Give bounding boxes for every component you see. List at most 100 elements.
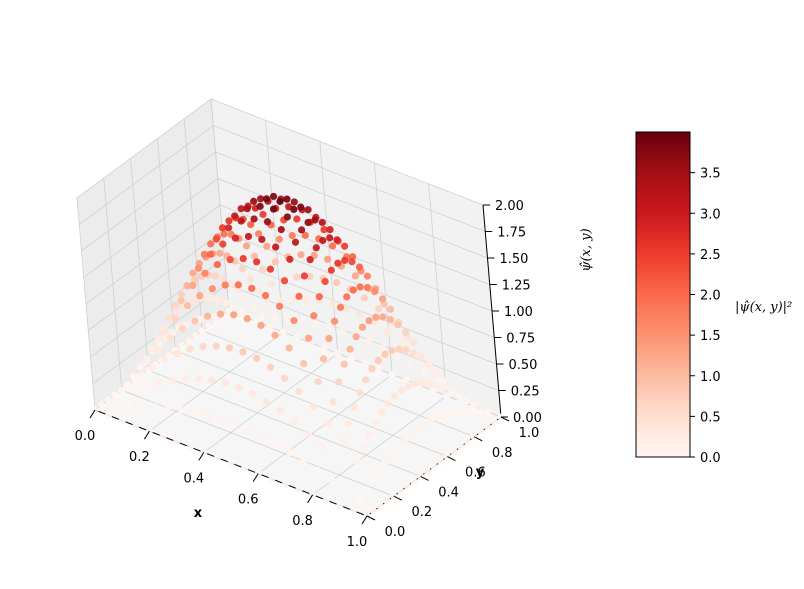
data-point — [347, 355, 355, 363]
data-point — [203, 312, 212, 320]
data-point — [216, 310, 225, 318]
colorbar-ticks: 0.0 0.5 1.0 1.5 2.0 2.5 3.0 3.5 — [690, 167, 721, 466]
colorbar-label: |ψ̂(x, y)|² — [735, 300, 792, 315]
data-point — [263, 218, 272, 226]
data-point — [266, 265, 275, 273]
data-point — [288, 231, 296, 240]
data-point — [173, 438, 181, 446]
data-point — [394, 442, 402, 451]
data-point — [169, 329, 177, 337]
data-point — [365, 337, 373, 346]
data-point — [462, 407, 470, 416]
x-tick-label: 1.0 — [347, 535, 368, 550]
data-point — [171, 314, 180, 322]
data-point — [375, 365, 383, 373]
data-point — [165, 314, 173, 322]
data-point — [329, 398, 337, 406]
data-point — [183, 281, 191, 290]
data-point — [208, 285, 216, 293]
x-tick-label: 0.0 — [75, 429, 96, 444]
data-point — [440, 384, 448, 392]
data-point — [343, 293, 351, 301]
data-point — [379, 313, 387, 321]
data-point — [340, 360, 348, 368]
data-point — [344, 420, 352, 428]
data-point — [148, 363, 156, 371]
data-point — [201, 269, 209, 277]
y-tick-mark — [447, 456, 456, 462]
data-point — [159, 329, 168, 337]
data-point — [304, 429, 313, 437]
data-point — [161, 356, 169, 364]
x-tick-mark — [252, 473, 259, 482]
data-point — [256, 195, 265, 203]
data-point — [351, 272, 359, 280]
data-point — [263, 195, 271, 203]
data-point — [374, 305, 383, 313]
data-point — [190, 409, 198, 417]
data-point — [130, 386, 138, 395]
data-point — [266, 323, 274, 331]
data-point — [319, 236, 327, 245]
scatter-points — [91, 192, 505, 520]
data-point — [462, 397, 470, 405]
x-tick-label: 0.2 — [129, 450, 150, 465]
y-tick-label: 0.4 — [438, 485, 459, 500]
data-point — [241, 464, 249, 472]
data-point — [248, 284, 256, 292]
data-point — [342, 304, 350, 312]
data-point — [177, 406, 185, 414]
data-point — [402, 328, 410, 337]
x-axis-label: x — [194, 506, 203, 521]
data-point — [205, 322, 213, 330]
data-point — [160, 323, 168, 332]
data-point — [219, 275, 227, 283]
data-point — [250, 303, 258, 311]
data-point — [392, 351, 401, 359]
data-point — [286, 255, 294, 263]
data-point — [360, 294, 368, 302]
data-point — [199, 342, 207, 351]
data-point — [171, 301, 180, 310]
data-point — [409, 349, 417, 357]
data-point — [295, 387, 303, 396]
data-point — [230, 311, 238, 319]
data-point — [309, 402, 317, 411]
data-point — [283, 213, 291, 221]
data-point — [183, 302, 192, 310]
data-point — [257, 321, 265, 330]
data-point — [338, 437, 347, 446]
data-point — [253, 354, 261, 362]
z-tick-label: 0.50 — [509, 358, 538, 373]
data-point — [356, 310, 364, 319]
data-point — [266, 363, 275, 371]
data-point — [98, 401, 106, 409]
data-point — [258, 433, 266, 441]
z-tick-label: 0.75 — [506, 332, 535, 347]
data-point — [272, 440, 280, 448]
data-point — [302, 296, 310, 304]
data-point — [318, 218, 326, 227]
colorbar-tick-label: 1.0 — [700, 370, 721, 385]
colorbar-tick-label: 3.0 — [700, 207, 721, 222]
data-point — [200, 250, 209, 258]
data-point — [336, 303, 345, 311]
data-point — [268, 475, 276, 483]
data-point — [362, 376, 370, 384]
data-point — [437, 457, 445, 466]
data-point — [272, 243, 280, 251]
data-point — [356, 388, 364, 397]
data-point — [221, 281, 229, 289]
data-point — [420, 419, 428, 428]
data-point — [298, 317, 306, 325]
y-tick-label: 0.2 — [411, 505, 432, 520]
data-point — [216, 249, 224, 257]
data-point — [290, 316, 298, 325]
grid-line — [149, 331, 284, 432]
data-point — [137, 402, 145, 410]
data-point — [324, 419, 332, 427]
data-point — [305, 334, 313, 342]
data-point — [342, 486, 350, 494]
data-point — [148, 345, 156, 354]
data-point — [450, 448, 458, 456]
